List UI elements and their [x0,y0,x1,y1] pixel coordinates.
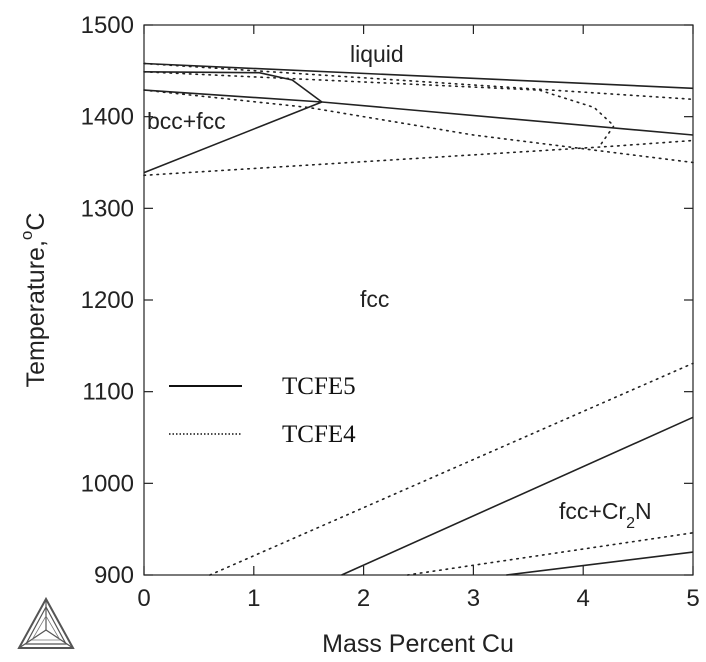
region-label-fcc-cr2n-tail: N [635,498,652,524]
y-tick-label-6: 1400 [81,104,134,131]
region-label-liquid: liquid [350,41,404,67]
x-tick-label-1: 0 [137,585,150,612]
series-tcfe4-line-6 [406,531,694,576]
series-tcfe5-line-4 [143,101,323,174]
y-tick-label-7: 1500 [81,12,134,39]
series-layer [143,62,694,576]
y-axis-label: Temperature,oC [17,213,50,388]
series-tcfe4-line-3 [143,89,694,164]
region-label-fcc-cr2n-main: fcc+Cr [559,498,626,524]
x-tick-label-3: 2 [357,585,370,612]
y-axis-label-unit: C [22,213,50,231]
plot-area [143,24,694,576]
legend-label-tcfe5: TCFE5 [282,373,356,400]
ticks-layer: 0 1 2 3 4 5 900 1000 1100 1200 1300 1400 1500 [81,12,700,612]
x-tick-label-6: 5 [686,585,699,612]
y-tick-label-4: 1200 [81,287,134,314]
y-tick-label-2: 1000 [81,470,134,497]
x-tick-label-2: 1 [247,585,260,612]
thermo-calc-logo-icon [17,596,75,649]
x-tick-label-4: 3 [467,585,480,612]
y-tick-label-1: 900 [94,562,134,589]
series-tcfe5-line-6 [341,416,694,576]
y-tick-label-5: 1300 [81,195,134,222]
series-tcfe5-line-2 [143,71,323,103]
legend: TCFE5 TCFE4 [169,373,356,448]
region-label-fcc: fcc [360,286,389,312]
series-tcfe4-line-1 [143,62,694,101]
region-label-bcc-fcc: bcc+fcc [147,108,226,134]
series-tcfe4-line-2 [143,71,615,147]
y-tick-label-3: 1100 [82,379,134,406]
legend-label-tcfe4: TCFE4 [282,421,356,448]
x-axis-label: Mass Percent Cu [322,630,514,658]
plot-frame [143,24,694,576]
series-tcfe5-line-5 [321,101,694,136]
series-tcfe5-line-1 [143,62,694,90]
series-tcfe4-line-4 [143,139,694,177]
y-axis-label-text: Temperature, [22,240,50,387]
x-tick-label-5: 4 [577,585,590,612]
region-label-fcc-cr2n: fcc+Cr2N [559,498,652,532]
series-tcfe5-line-7 [506,551,694,576]
region-label-fcc-cr2n-subscript: 2 [626,515,635,532]
y-axis-label-degree: o [17,231,36,240]
series-tcfe5-line-3 [143,89,322,103]
